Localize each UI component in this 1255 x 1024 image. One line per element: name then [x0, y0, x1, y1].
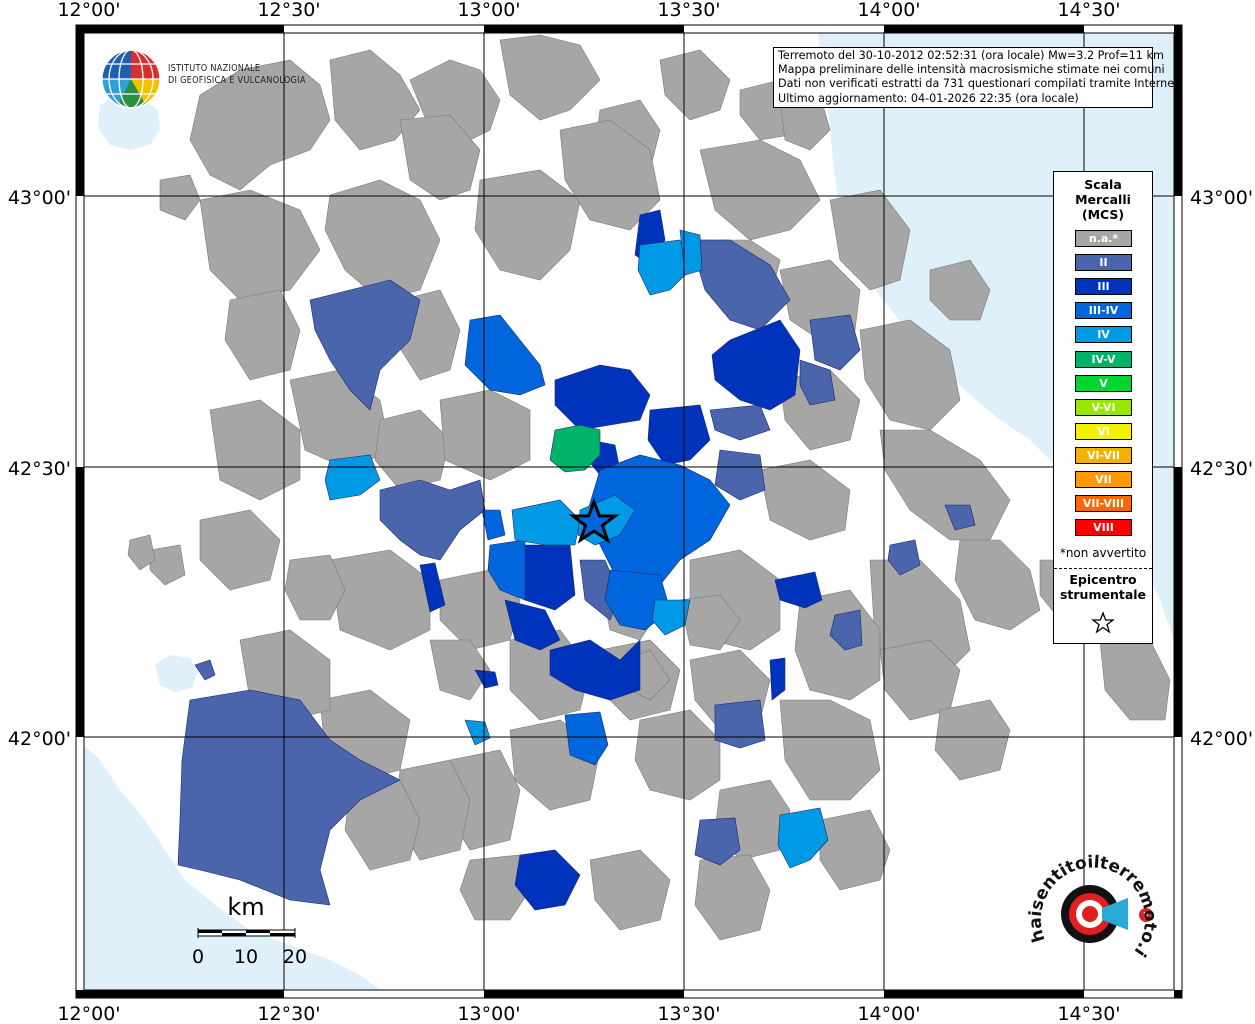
intensity-legend: Scala Mercalli (MCS) n.a.* II III III-IV IV I… — [1053, 171, 1153, 644]
lat-label: 42°30' — [8, 458, 71, 480]
legend-swatch: VI — [1075, 422, 1132, 440]
lat-label: 42°00' — [8, 728, 71, 750]
lon-label: 14°00' — [857, 0, 920, 21]
longitude-labels-top: 12°00' 12°30' 13°00' 13°30' 14°00' 14°30… — [57, 0, 1120, 21]
scale-bar: km 0 10 20 — [192, 893, 307, 968]
legend-swatch: III-IV — [1075, 302, 1132, 320]
lon-label: 13°30' — [657, 0, 720, 21]
municipalities-felt — [177, 209, 976, 911]
lat-label: 43°00' — [8, 187, 71, 209]
scale-label: 0 — [192, 946, 204, 968]
info-line: Terremoto del 30-10-2012 02:52:31 (ora l… — [778, 49, 1164, 62]
legend-title-line: Mercalli — [1075, 192, 1131, 207]
ingv-name: ISTITUTO NAZIONALE DI GEOFISICA E VULCAN… — [168, 63, 306, 87]
scale-label: 10 — [234, 946, 258, 968]
legend-swatch: VI-VII — [1075, 446, 1132, 464]
legend-swatch: VII — [1075, 471, 1132, 488]
epicenter-label-line: Epicentro — [1069, 572, 1137, 587]
lake-trasimeno — [98, 95, 160, 150]
legend-title: Scala Mercalli (MCS) — [1054, 177, 1152, 222]
lake-bracciano — [155, 655, 198, 692]
legend-separator — [1054, 568, 1152, 569]
scale-label: 20 — [283, 946, 307, 968]
info-line: Mappa preliminare delle intensità macros… — [778, 63, 1165, 77]
lat-label: 42°00' — [1190, 728, 1253, 750]
info-line: Ultimo aggiornamento: 04-01-2026 22:35 (… — [778, 91, 1079, 105]
lon-label: 13°00' — [457, 1003, 520, 1024]
lon-label: 12°00' — [57, 0, 120, 21]
legend-title-line: Scala — [1084, 177, 1122, 192]
lon-label: 13°30' — [657, 1003, 720, 1024]
legend-swatch: V-VI — [1075, 398, 1132, 416]
latitude-labels-left: 43°00' 42°30' 42°00' — [8, 187, 71, 750]
lat-label: 43°00' — [1190, 187, 1253, 209]
latitude-labels-right: 43°00' 42°30' 42°00' — [1190, 187, 1253, 750]
ingv-name-line1: ISTITUTO NAZIONALE — [168, 63, 261, 74]
map-frame — [75, 24, 1183, 999]
scale-unit: km — [227, 893, 264, 921]
tyrrhenian-sea — [84, 745, 380, 990]
epicenter-star-icon — [568, 497, 620, 544]
lon-label: 12°30' — [257, 1003, 320, 1024]
legend-swatch: III — [1075, 278, 1132, 296]
ingv-globe-icon — [101, 49, 161, 109]
lon-label: 14°30' — [1057, 1003, 1120, 1024]
lon-label: 13°00' — [457, 0, 520, 21]
legend-swatch: VII-VIII — [1075, 495, 1132, 513]
legend-swatch: IV — [1075, 326, 1132, 344]
ingv-name-line2: DI GEOFISICA E VULCANOLOGIA — [168, 75, 306, 86]
legend-title-line: (MCS) — [1081, 207, 1125, 222]
legend-swatch: V — [1075, 374, 1132, 392]
legend-swatch: IV-V — [1075, 350, 1132, 368]
legend-epicenter-label: Epicentro strumentale — [1054, 572, 1152, 602]
haisentito-target-icon — [1102, 898, 1128, 930]
star-icon — [1091, 611, 1115, 634]
lon-label: 14°00' — [857, 1003, 920, 1024]
lat-label: 42°30' — [1190, 458, 1253, 480]
lon-label: 14°30' — [1057, 0, 1120, 21]
lon-label: 12°00' — [57, 1003, 120, 1024]
legend-swatch: II — [1075, 254, 1132, 272]
longitude-labels-bottom: 12°00' 12°30' 13°00' 13°30' 14°00' 14°30… — [57, 1003, 1120, 1024]
epicenter-label-line: strumentale — [1059, 587, 1147, 602]
lon-label: 12°30' — [257, 0, 320, 21]
svg-text:?: ? — [1143, 911, 1149, 922]
legend-note: *non avvertito — [1059, 546, 1147, 560]
legend-swatch: n.a.* — [1075, 230, 1132, 247]
event-info-box: Terremoto del 30-10-2012 02:52:31 (ora l… — [773, 47, 1183, 108]
info-line: Dati non verificati estratti da 731 ques… — [778, 77, 1183, 91]
legend-swatch: VIII — [1075, 519, 1132, 537]
